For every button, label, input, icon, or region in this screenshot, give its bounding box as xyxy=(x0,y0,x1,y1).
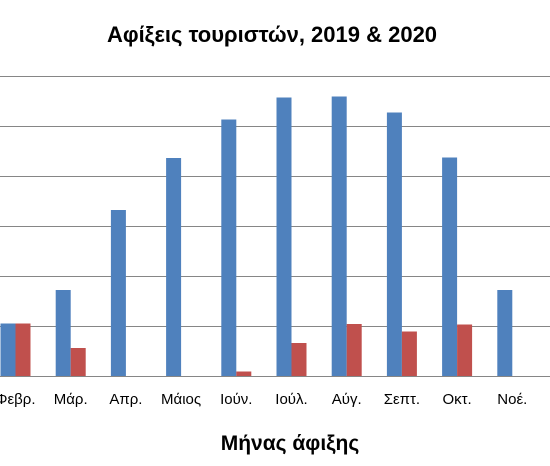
x-tick-label: Ιούλ. xyxy=(275,391,307,408)
bar-series2-5 xyxy=(236,371,252,376)
x-tick-label: Φεβρ. xyxy=(0,391,35,408)
bar-series2-2 xyxy=(70,348,86,376)
bar-series1-6 xyxy=(276,97,292,376)
bar-series1-7 xyxy=(331,96,347,376)
x-tick-label: Μάρ. xyxy=(54,391,88,408)
bar-series2-1 xyxy=(15,323,31,376)
x-tick-labels: Φεβρ. Μάρ. Απρ. Μάιος Ιούν. Ιούλ. Αύγ. Σεπτ. Οκτ… xyxy=(0,391,527,408)
x-tick-label: Οκτ. xyxy=(442,391,471,408)
bar-series1-1 xyxy=(0,323,16,376)
bar-series1-8 xyxy=(386,112,402,376)
bar-series1-10 xyxy=(497,290,513,376)
x-tick-label: Ιούν. xyxy=(220,391,252,408)
bars xyxy=(0,96,513,376)
bar-series1-3 xyxy=(110,210,126,376)
bar-series2-7 xyxy=(346,324,362,376)
x-tick-label: Σεπτ. xyxy=(384,391,420,408)
bar-series2-6 xyxy=(291,343,307,376)
bar-series1-4 xyxy=(166,158,182,376)
x-axis-title: Μήνας άφιξης xyxy=(221,432,360,455)
bar-series1-9 xyxy=(442,157,458,376)
x-tick-label: Αύγ. xyxy=(332,391,362,408)
bar-series2-9 xyxy=(457,324,473,376)
x-tick-label: Noέ. xyxy=(497,391,527,408)
x-tick-label: Μάιος xyxy=(161,391,201,408)
bar-series1-2 xyxy=(55,290,71,376)
bar-series1-5 xyxy=(221,119,237,376)
gridlines xyxy=(0,76,550,327)
bar-series2-8 xyxy=(401,331,417,376)
chart-title: Αφίξεις τουριστών, 2019 & 2020 xyxy=(107,22,437,47)
x-tick-label: Απρ. xyxy=(109,391,142,408)
